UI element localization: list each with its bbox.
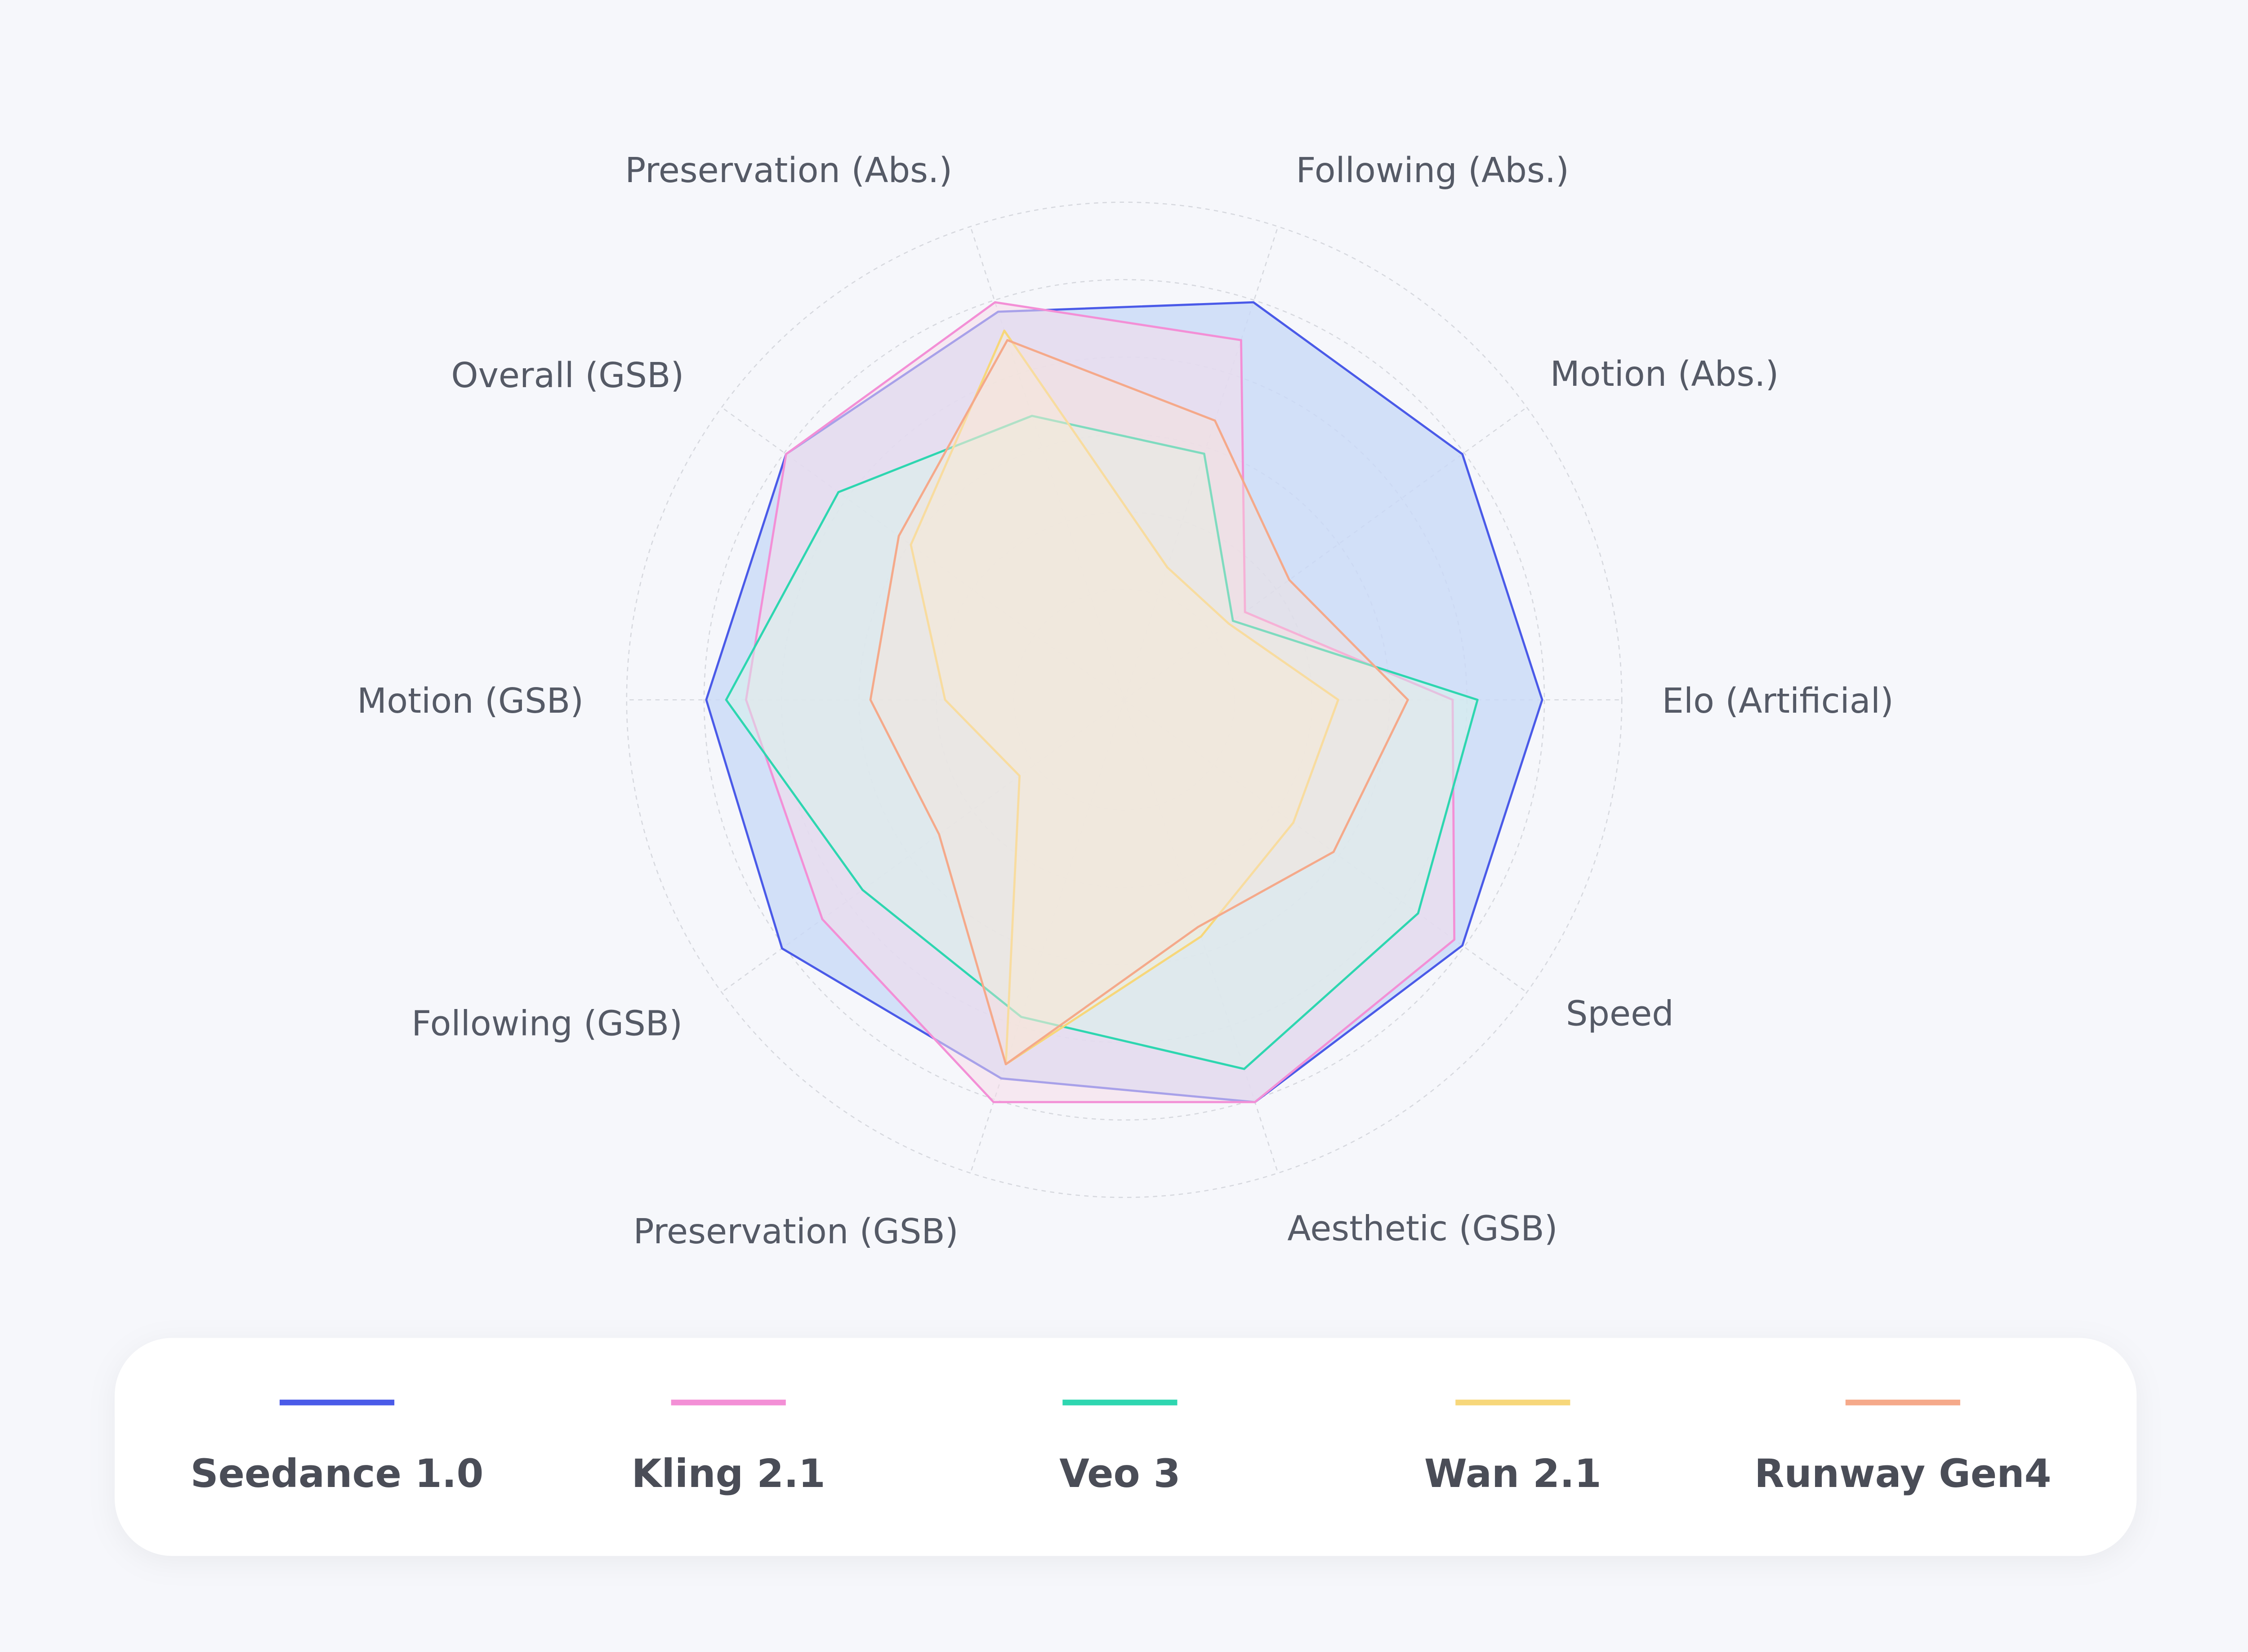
axis-label: Preservation (GSB) <box>633 1212 958 1252</box>
axis-label: Overall (GSB) <box>451 356 684 396</box>
axis-label: Elo (Artificial) <box>1662 681 1894 721</box>
axis-labels: Elo (Artificial) Speed Aesthetic (GSB) Pres… <box>357 151 1894 1252</box>
axis-label: Following (GSB) <box>411 1004 682 1044</box>
axis-label: Motion (GSB) <box>357 681 584 721</box>
series-runway-gen4 <box>869 339 1409 1066</box>
legend-label: Wan 2.1 <box>1424 1451 1601 1496</box>
legend-label: Kling 2.1 <box>632 1451 825 1496</box>
axis-label: Speed <box>1566 994 1674 1034</box>
legend-label: Runway Gen4 <box>1754 1451 2051 1496</box>
legend-label: Seedance 1.0 <box>191 1451 484 1496</box>
axis-label: Following (Abs.) <box>1296 151 1569 191</box>
grid-ring <box>626 201 1623 1198</box>
legend-box <box>115 1338 2137 1556</box>
axis-label: Aesthetic (GSB) <box>1287 1209 1557 1249</box>
series-polygons <box>705 301 1543 1103</box>
series-wan-2-1 <box>910 330 1339 1066</box>
axis-label: Preservation (Abs.) <box>625 151 952 191</box>
legend-label: Veo 3 <box>1059 1451 1180 1496</box>
axis-label: Motion (Abs.) <box>1550 354 1779 394</box>
legend: Seedance 1.0 Kling 2.1 Veo 3 Wan 2.1 Runway … <box>115 1338 2137 1556</box>
series-veo-3 <box>725 415 1479 1070</box>
